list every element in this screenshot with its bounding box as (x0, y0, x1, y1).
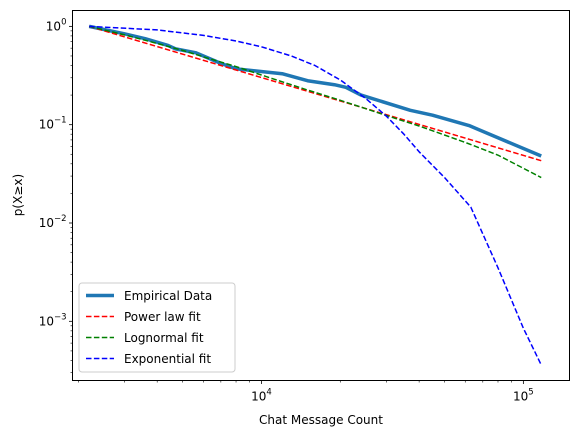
y-tick-label: 100 (46, 17, 67, 33)
y-axis-title: p(X≥x) (11, 174, 25, 216)
y-axis: 100 10−1 10−2 10−3 (39, 17, 73, 374)
legend-label: Power law fit (124, 310, 201, 324)
x-axis: 104 105 (78, 380, 534, 404)
legend-label: Exponential fit (124, 352, 211, 366)
legend: Empirical Data Power law fit Lognormal fit… (78, 282, 236, 373)
series-line-3 (89, 25, 542, 366)
x-axis-title: Chat Message Count (259, 413, 383, 427)
series-line-0 (88, 24, 542, 158)
legend-label: Lognormal fit (124, 331, 204, 345)
series-layer (88, 24, 542, 366)
plot-frame (72, 10, 570, 381)
x-tick-label: 104 (251, 388, 272, 404)
y-tick-label: 10−1 (39, 116, 67, 132)
legend-label: Empirical Data (124, 289, 212, 303)
y-tick-label: 10−3 (39, 312, 67, 328)
y-tick-label: 10−2 (39, 214, 67, 230)
x-tick-label: 105 (513, 388, 534, 404)
series-line-2 (89, 25, 542, 179)
legend-box (78, 282, 236, 373)
